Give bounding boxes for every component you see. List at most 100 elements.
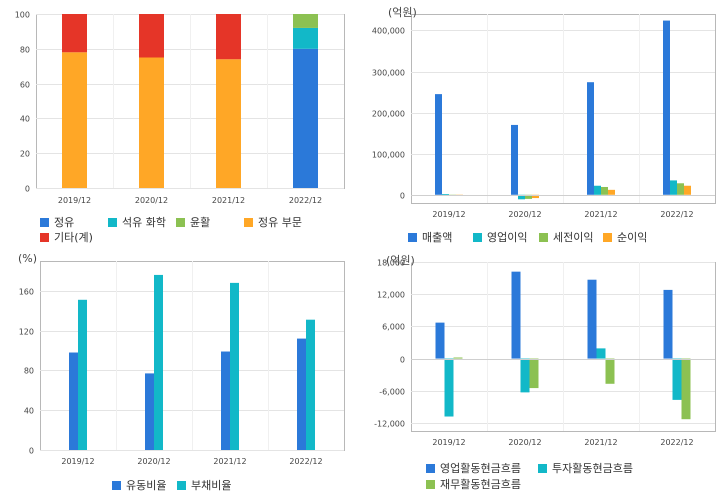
bar-segment bbox=[216, 14, 241, 60]
y-tick-label: 6,000 bbox=[382, 323, 405, 332]
bar bbox=[442, 194, 449, 195]
legend-item-operating-cf[interactable]: 영업활동현금흐름 bbox=[426, 460, 521, 476]
x-tick-label: 2021/12 bbox=[213, 457, 246, 466]
x-tick-label: 2019/12 bbox=[432, 210, 465, 219]
cashflow-chart-panel: (억원) -12,000 -6,000 0 6,000 12,000 18,000 2019… bbox=[360, 248, 720, 496]
y-tick-label: 80 bbox=[20, 46, 30, 55]
y-tick-label: 0 bbox=[25, 185, 30, 194]
legend-item-current-ratio[interactable]: 유동비율 bbox=[112, 477, 166, 493]
bar bbox=[435, 94, 442, 195]
bar bbox=[69, 352, 78, 450]
bar bbox=[596, 348, 606, 359]
y-tick-label: 60 bbox=[20, 81, 30, 90]
y-tick-label: 0 bbox=[29, 447, 34, 456]
x-tick-label: 2022/12 bbox=[660, 210, 693, 219]
bar bbox=[306, 319, 315, 450]
bar bbox=[145, 373, 154, 450]
income-legend: 매출액 영업이익 세전이익 순이익 bbox=[360, 0, 720, 245]
bar bbox=[518, 194, 525, 200]
x-tick-label: 2022/12 bbox=[289, 196, 322, 205]
bar bbox=[297, 338, 306, 450]
bar bbox=[601, 186, 608, 195]
y-tick-label: 400,000 bbox=[372, 27, 405, 36]
bar bbox=[511, 271, 521, 359]
y-tick-label: 80 bbox=[24, 367, 34, 376]
bar bbox=[670, 180, 677, 195]
x-tick-label: 2022/12 bbox=[660, 438, 693, 447]
bar-segment bbox=[139, 14, 164, 58]
legend-item-refining[interactable]: 정유 bbox=[40, 214, 74, 230]
bar bbox=[663, 20, 670, 195]
legend-swatch bbox=[244, 217, 253, 227]
y-tick-label: 100 bbox=[15, 11, 30, 20]
legend-item-lubricant[interactable]: 윤활 bbox=[176, 214, 210, 230]
legend-swatch bbox=[112, 480, 121, 490]
y-tick-label: 18,000 bbox=[377, 259, 405, 268]
y-tick-label: 40 bbox=[24, 407, 34, 416]
legend-swatch bbox=[176, 217, 185, 227]
legend-swatch bbox=[408, 232, 417, 242]
cashflow-unit-label: (억원) bbox=[386, 254, 415, 267]
legend-item-petrochem[interactable]: 석유 화학 bbox=[108, 214, 166, 230]
legend-item-operating-income[interactable]: 영업이익 bbox=[473, 229, 527, 245]
y-tick-label: 160 bbox=[19, 288, 34, 297]
ratio-unit-label: (%) bbox=[18, 252, 38, 265]
bar bbox=[605, 358, 615, 384]
bar bbox=[677, 183, 684, 195]
bar bbox=[672, 358, 682, 400]
composition-legend: 정유 석유 화학 윤활 정유 부문 기타(계) bbox=[0, 0, 360, 245]
bar bbox=[608, 189, 615, 195]
y-tick-label: 40 bbox=[20, 115, 30, 124]
legend-item-debt-ratio[interactable]: 부채비율 bbox=[177, 477, 231, 493]
x-tick-label: 2019/12 bbox=[61, 457, 94, 466]
legend-swatch bbox=[603, 232, 612, 242]
legend-swatch bbox=[539, 232, 548, 242]
x-tick-label: 2019/12 bbox=[58, 196, 91, 205]
bar bbox=[525, 194, 532, 199]
x-tick-label: 2022/12 bbox=[289, 457, 322, 466]
bar-segment bbox=[216, 59, 241, 188]
composition-chart-panel: 0 20 40 60 80 100 2019/12 2020/12 2021/12 2022/12… bbox=[0, 0, 360, 245]
legend-swatch bbox=[108, 217, 117, 227]
bar bbox=[453, 357, 463, 359]
x-tick-label: 2021/12 bbox=[212, 196, 245, 205]
bar bbox=[663, 289, 673, 359]
legend-swatch bbox=[538, 463, 547, 473]
composition-chart: 0 20 40 60 80 100 2019/12 2020/12 2021/12 2022/12 bbox=[15, 11, 345, 205]
bar bbox=[587, 279, 597, 359]
bar-segment bbox=[293, 48, 318, 188]
bar bbox=[532, 194, 539, 199]
legend-item-investing-cf[interactable]: 투자활동현금흐름 bbox=[538, 460, 633, 476]
legend-item-pretax-income[interactable]: 세전이익 bbox=[539, 229, 593, 245]
bar bbox=[681, 358, 691, 420]
bar bbox=[511, 124, 518, 195]
y-tick-label: -12,000 bbox=[374, 420, 405, 429]
y-tick-label: -6,000 bbox=[379, 388, 405, 397]
ratio-chart: 0 40 80 120 160 2019/12 2020/12 2021/12 2022/12 bbox=[19, 261, 345, 466]
legend-item-refining-division[interactable]: 정유 부문 bbox=[244, 214, 302, 230]
bar-segment bbox=[62, 52, 87, 188]
y-tick-label: 120 bbox=[19, 328, 34, 337]
legend-item-net-income[interactable]: 순이익 bbox=[603, 229, 647, 245]
legend-item-financing-cf[interactable]: 재무활동현금흐름 bbox=[426, 476, 521, 492]
ratio-chart-panel: (%) 0 40 80 120 160 2019/12 2020/12 2021/12 2022… bbox=[0, 248, 360, 496]
bar bbox=[78, 299, 87, 450]
legend-swatch bbox=[473, 232, 482, 242]
x-tick-label: 2020/12 bbox=[508, 210, 541, 219]
bar bbox=[520, 358, 530, 393]
bar bbox=[230, 282, 239, 450]
y-tick-label: 12,000 bbox=[377, 291, 405, 300]
legend-item-revenue[interactable]: 매출액 bbox=[408, 229, 452, 245]
bar bbox=[435, 322, 445, 359]
bar bbox=[587, 82, 594, 195]
bar bbox=[154, 274, 163, 450]
y-tick-label: 200,000 bbox=[372, 110, 405, 119]
bar-segment bbox=[293, 14, 318, 28]
legend-item-other[interactable]: 기타(계) bbox=[40, 229, 93, 245]
y-tick-label: 0 bbox=[400, 356, 405, 365]
legend-swatch bbox=[40, 232, 49, 242]
x-tick-label: 2021/12 bbox=[584, 210, 617, 219]
bar-segment bbox=[139, 57, 164, 188]
legend-swatch bbox=[426, 463, 435, 473]
bar bbox=[221, 351, 230, 450]
